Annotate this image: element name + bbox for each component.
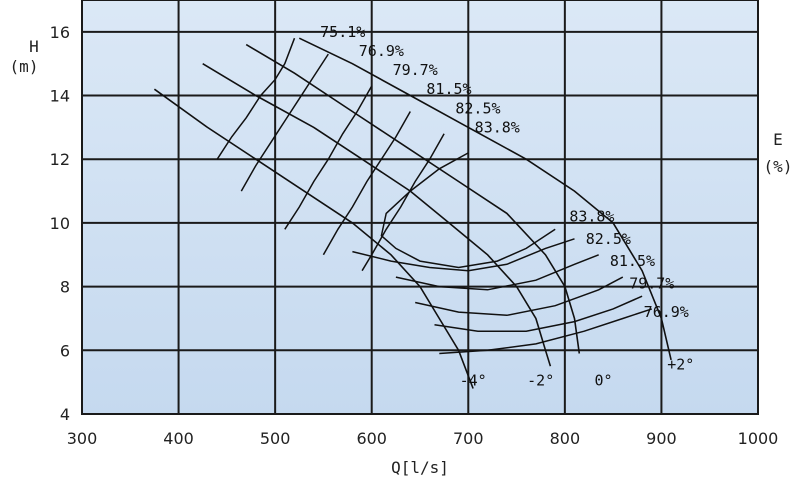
contour-label: 82.5% (586, 230, 631, 248)
contour-label: 76.9% (644, 303, 689, 321)
x-tick-label: 800 (550, 429, 581, 448)
y-tick-label: 14 (50, 87, 70, 106)
angle-label: -2° (527, 371, 554, 389)
y-axis-unit: (m) (10, 57, 39, 76)
contour-label: 79.7% (393, 61, 438, 79)
y2-axis-label: E (773, 130, 783, 149)
y-axis-label: H (29, 37, 39, 56)
y-tick-label: 4 (60, 405, 70, 424)
series-line (153, 88, 474, 389)
x-tick-label: 900 (646, 429, 677, 448)
angle-label: 0° (594, 371, 612, 389)
y-tick-label: 12 (50, 150, 70, 169)
contour-label: 83.8% (569, 208, 614, 226)
contour-label: 75.1% (320, 23, 365, 41)
efficiency-contour (216, 37, 296, 160)
x-tick-label: 300 (67, 429, 98, 448)
contour-label: 81.5% (610, 252, 655, 270)
efficiency-contour (322, 111, 411, 256)
contour-label: 81.5% (426, 80, 471, 98)
y-tick-label: 10 (50, 214, 70, 233)
efficiency-contour (240, 53, 329, 192)
series-line (298, 37, 672, 361)
y-tick-label: 8 (60, 278, 70, 297)
series-lines (153, 37, 672, 389)
efficiency-contour (361, 133, 445, 272)
efficiency-contour (352, 238, 575, 272)
angle-label: +2° (667, 355, 694, 373)
contour-label: 83.8% (475, 118, 520, 136)
y2-axis-unit: (%) (764, 157, 793, 176)
efficiency-contour (395, 254, 599, 291)
efficiency-contour (439, 308, 653, 355)
efficiency-contour (380, 152, 556, 269)
x-tick-label: 700 (453, 429, 484, 448)
angle-label: -4° (460, 371, 487, 389)
efficiency-contour (434, 295, 643, 332)
series-line (245, 43, 581, 354)
contour-label: 82.5% (455, 99, 500, 117)
x-tick-label: 600 (356, 429, 387, 448)
y-tick-label: 6 (60, 341, 70, 360)
efficiency-contour (284, 85, 373, 230)
y-tick-label: 16 (50, 23, 70, 42)
efficiency-contours (216, 37, 653, 355)
x-tick-label: 1000 (738, 429, 779, 448)
plot-frame (81, 0, 759, 415)
tick-labels: 300 400 500 600 700 800 900 1000 4 6 8 10 12 14 16 (50, 23, 779, 448)
x-tick-label: 500 (260, 429, 291, 448)
curve-labels: 75.1%76.9%79.7%81.5%82.5%83.8%83.8%82.5%… (320, 23, 694, 389)
efficiency-contour (415, 276, 624, 317)
x-axis-label: Q[l/s] (391, 458, 449, 477)
contour-label: 79.7% (629, 274, 674, 292)
x-tick-label: 400 (163, 429, 194, 448)
plot-background (82, 0, 758, 414)
contour-label: 76.9% (359, 42, 404, 60)
